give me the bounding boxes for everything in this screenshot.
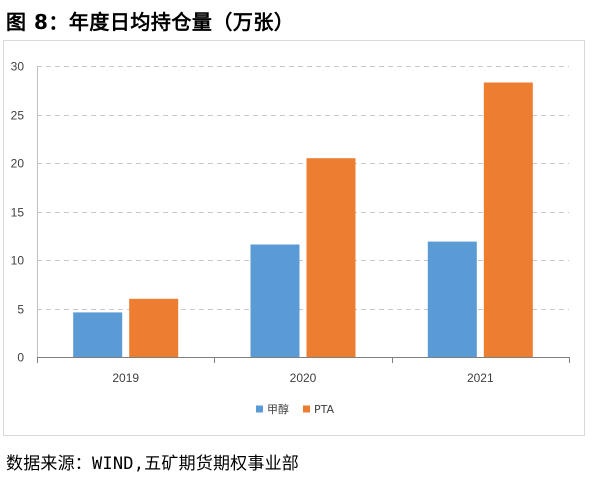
y-tick-label: 15 <box>11 206 25 220</box>
y-tick-label: 5 <box>17 303 24 317</box>
legend-label: PTA <box>314 403 334 416</box>
legend-label: 甲醇 <box>267 402 289 416</box>
bar-PTA-2019 <box>129 298 179 357</box>
y-tick-label: 0 <box>17 351 24 365</box>
bar-甲醇-2019 <box>73 312 123 357</box>
y-tick-label: 25 <box>11 109 25 123</box>
bar-PTA-2021 <box>483 82 533 357</box>
x-tick-label: 2021 <box>467 371 494 385</box>
x-tick-label: 2019 <box>112 371 139 385</box>
y-tick-label: 20 <box>11 157 25 171</box>
gridlines <box>37 66 569 310</box>
data-source-note: 数据来源：WIND,五矿期货期权事业部 <box>6 454 299 474</box>
axes: 0 5 10 15 20 25 30 2019 2020 2021 <box>11 60 570 385</box>
bar-甲醇-2021 <box>427 241 477 357</box>
bar-甲醇-2020 <box>250 244 300 357</box>
bars <box>73 82 533 357</box>
legend-swatch-PTA <box>303 405 310 413</box>
y-tick-label: 30 <box>11 60 25 74</box>
bar-PTA-2020 <box>306 158 356 357</box>
chart-frame <box>3 40 585 436</box>
x-tick-label: 2020 <box>290 371 317 385</box>
legend-swatch-甲醇 <box>256 405 263 413</box>
legend: 甲醇 PTA <box>256 402 334 416</box>
y-tick-label: 10 <box>11 254 25 268</box>
figure-title: 图 8：年度日均持仓量（万张） <box>6 10 295 34</box>
